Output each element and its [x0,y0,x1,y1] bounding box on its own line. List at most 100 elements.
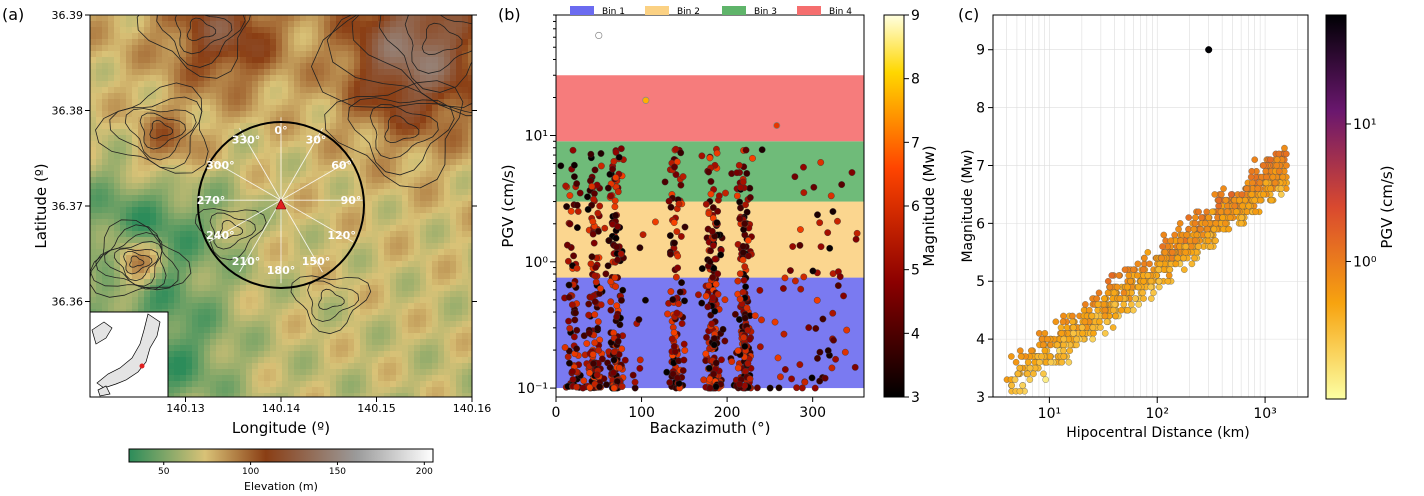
terrain-cell [276,39,283,46]
terrain-cell [360,33,367,40]
terrain-cell [396,393,403,397]
terrain-cell [282,327,289,334]
terrain-cell [192,183,199,190]
terrain-cell [414,249,421,256]
terrain-cell [312,81,319,88]
terrain-cell [300,231,307,238]
terrain-cell [408,87,415,94]
terrain-cell [468,321,472,328]
terrain-cell [252,267,259,274]
terrain-cell [258,315,265,322]
terrain-cell [258,249,265,256]
terrain-cell [462,189,469,196]
terrain-cell [240,357,247,364]
terrain-cell [132,141,139,148]
terrain-cell [222,237,229,244]
terrain-cell [462,165,469,172]
terrain-cell [144,105,151,112]
terrain-cell [246,33,253,40]
terrain-cell [414,297,421,304]
terrain-cell [372,321,379,328]
terrain-cell [456,381,463,388]
terrain-cell [330,99,337,106]
terrain-cell [324,63,331,70]
terrain-cell [318,339,325,346]
terrain-cell [306,15,313,22]
terrain-cell [462,99,469,106]
terrain-cell [294,117,301,124]
terrain-cell [246,291,253,298]
terrain-cell [216,291,223,298]
terrain-cell [282,129,289,136]
terrain-cell [324,141,331,148]
terrain-cell [276,183,283,190]
terrain-cell [420,69,427,76]
terrain-cell [234,369,241,376]
terrain-cell [270,39,277,46]
terrain-cell [90,189,97,196]
pgv-point [787,267,794,274]
pgv-point [796,361,804,368]
terrain-cell [168,45,175,52]
terrain-cell [216,201,223,208]
terrain-cell [216,15,223,22]
terrain-cell [390,21,397,28]
pgv-point [788,375,795,383]
terrain-cell [282,345,289,352]
terrain-cell [438,15,445,22]
terrain-cell [240,99,247,106]
terrain-cell [234,339,241,346]
terrain-cell [450,57,457,64]
terrain-cell [318,87,325,94]
terrain-cell [192,351,199,358]
terrain-cell [276,351,283,358]
terrain-cell [192,87,199,94]
terrain-cell [432,279,439,286]
terrain-cell [312,213,319,220]
terrain-cell [168,117,175,124]
terrain-cell [432,93,439,100]
terrain-cell [282,51,289,58]
terrain-cell [324,267,331,274]
terrain-cell [276,345,283,352]
terrain-cell [420,33,427,40]
pgv-point [706,154,714,162]
terrain-cell [300,15,307,22]
terrain-cell [156,153,163,160]
terrain-cell [120,117,127,124]
terrain-cell [390,393,397,397]
terrain-cell [468,291,472,298]
terrain-cell [444,249,451,256]
terrain-cell [126,213,133,220]
terrain-cell [432,183,439,190]
terrain-cell [132,267,139,274]
pgv-point [564,353,572,361]
terrain-cell [114,153,121,160]
terrain-cell [258,237,265,244]
terrain-cell [138,153,145,160]
terrain-cell [342,183,349,190]
terrain-cell [456,15,463,22]
terrain-cell [264,393,271,397]
terrain-cell [426,363,433,370]
terrain-cell [234,333,241,340]
pgv-point [746,375,754,383]
terrain-cell [186,93,193,100]
terrain-cell [210,381,217,388]
terrain-cell [348,33,355,40]
terrain-cell [144,303,151,310]
terrain-cell [342,327,349,334]
pgv-point [674,264,682,272]
terrain-cell [294,231,301,238]
terrain-cell [210,105,217,112]
terrain-cell [438,267,445,274]
terrain-cell [384,369,391,376]
terrain-cell [354,123,361,130]
terrain-cell [318,393,325,397]
terrain-cell [114,303,121,310]
pgv-point [571,316,579,324]
terrain-cell [252,369,259,376]
terrain-cell [402,51,409,58]
terrain-cell [90,69,97,76]
terrain-cell [432,189,439,196]
